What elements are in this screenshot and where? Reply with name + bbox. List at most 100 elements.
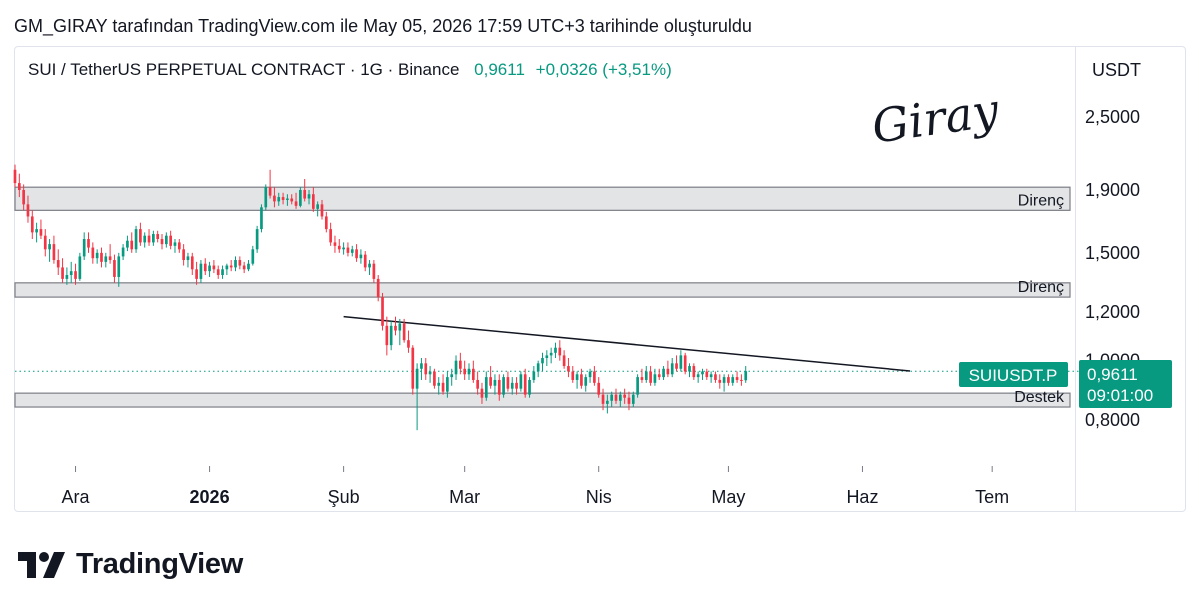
candle-body: [446, 377, 449, 392]
tradingview-wordmark: TradingView: [76, 548, 243, 580]
y-tick-label: 0,8000: [1085, 410, 1140, 430]
candle-body: [78, 256, 82, 279]
chart-attribution: GM_GIRAY tarafından TradingView.com ile …: [14, 16, 752, 36]
candle-body: [593, 371, 596, 383]
chart-frame: [14, 46, 1186, 512]
candle-body: [618, 394, 622, 401]
candle-body: [208, 265, 211, 272]
x-tick-label: Mar: [449, 487, 480, 507]
candle-body: [571, 371, 575, 380]
candle-body: [229, 265, 233, 268]
symbol-change: +0,0326 (+3,51%): [535, 60, 672, 79]
candle-body: [212, 265, 216, 270]
candle-body: [69, 271, 73, 276]
candle-body: [182, 249, 185, 261]
candle-body: [160, 239, 164, 245]
candle-body: [437, 382, 441, 386]
candle-body: [558, 347, 562, 356]
candle-body: [126, 240, 129, 248]
candle-body: [433, 371, 436, 386]
candle-body: [666, 368, 670, 375]
candle-body: [402, 323, 406, 341]
candle-body: [640, 377, 644, 380]
candle-body: [91, 247, 95, 259]
candle-body: [398, 323, 402, 331]
candle-body: [424, 363, 428, 375]
zones-layer: Direnç Direnç Destek: [14, 186, 1071, 408]
candle-body: [234, 260, 237, 268]
candle-body: [177, 242, 181, 250]
y-tick-label: 1,9000: [1085, 180, 1140, 200]
symbol-last-price: 0,9611: [474, 60, 525, 79]
candle-body: [484, 377, 488, 398]
candle-body: [299, 189, 302, 206]
candle-body: [692, 366, 696, 378]
currency-label[interactable]: USDT: [1092, 60, 1141, 80]
candle-body: [56, 260, 60, 268]
candle-body: [333, 242, 337, 246]
candle-body: [368, 263, 371, 268]
candle-body: [705, 371, 709, 378]
candle-body: [320, 204, 324, 217]
candle-body: [653, 374, 657, 383]
candle-body: [675, 363, 678, 369]
candle-body: [441, 382, 445, 392]
lines-layer: [15, 315, 1079, 372]
candle-body: [65, 275, 69, 279]
candle-body: [268, 187, 272, 196]
candle-body: [428, 371, 432, 375]
trendline: [343, 315, 911, 372]
candle-body: [459, 360, 462, 369]
candle-body: [536, 363, 540, 372]
candle-body: [39, 229, 43, 236]
candle-body: [87, 239, 90, 248]
candle-body: [597, 382, 601, 395]
candle-body: [286, 198, 289, 200]
candle-body: [744, 371, 748, 381]
candle-body: [385, 325, 389, 346]
candle-body: [623, 394, 626, 398]
candle-body: [701, 371, 704, 375]
candle-body: [644, 371, 648, 380]
candle-body: [242, 265, 246, 270]
candle-body: [554, 347, 557, 353]
candle-body: [502, 377, 505, 395]
candle-body: [420, 363, 423, 369]
candle-body: [329, 229, 332, 243]
candle-body: [714, 374, 717, 380]
candle-body: [117, 256, 121, 277]
candle-body: [113, 260, 116, 277]
x-tick-label: May: [711, 487, 745, 507]
candle-body: [100, 252, 103, 262]
symbol-title: SUI / TetherUS PERPETUAL CONTRACT · 1G ·…: [28, 60, 460, 79]
candle-body: [35, 229, 38, 233]
candle-body: [238, 260, 242, 266]
price-scale-border: [1075, 46, 1076, 512]
candle-body: [17, 183, 21, 190]
candle-body: [359, 254, 363, 259]
x-tick-label: Ara: [62, 487, 91, 507]
candle-body: [61, 267, 64, 279]
candle-body: [545, 355, 549, 359]
candle-body: [722, 377, 726, 383]
candle-body: [735, 377, 739, 380]
candle-body: [454, 360, 458, 375]
tradingview-logo[interactable]: TradingView: [18, 548, 243, 581]
candle-body: [506, 377, 510, 389]
candle-body: [130, 240, 134, 250]
candle-body: [696, 374, 700, 378]
y-tick-label: 2,5000: [1085, 107, 1140, 127]
zone-label: Destek: [1014, 389, 1065, 406]
tradingview-logo-icon: [18, 551, 65, 578]
candle-body: [606, 400, 609, 404]
candle-body: [584, 377, 588, 386]
candle-body: [519, 374, 523, 389]
candle-body: [450, 374, 454, 378]
candles-layer: [13, 164, 748, 431]
candle-body: [467, 368, 471, 375]
candle-body: [95, 252, 99, 259]
candle-body: [649, 371, 652, 383]
candle-body: [303, 189, 307, 199]
